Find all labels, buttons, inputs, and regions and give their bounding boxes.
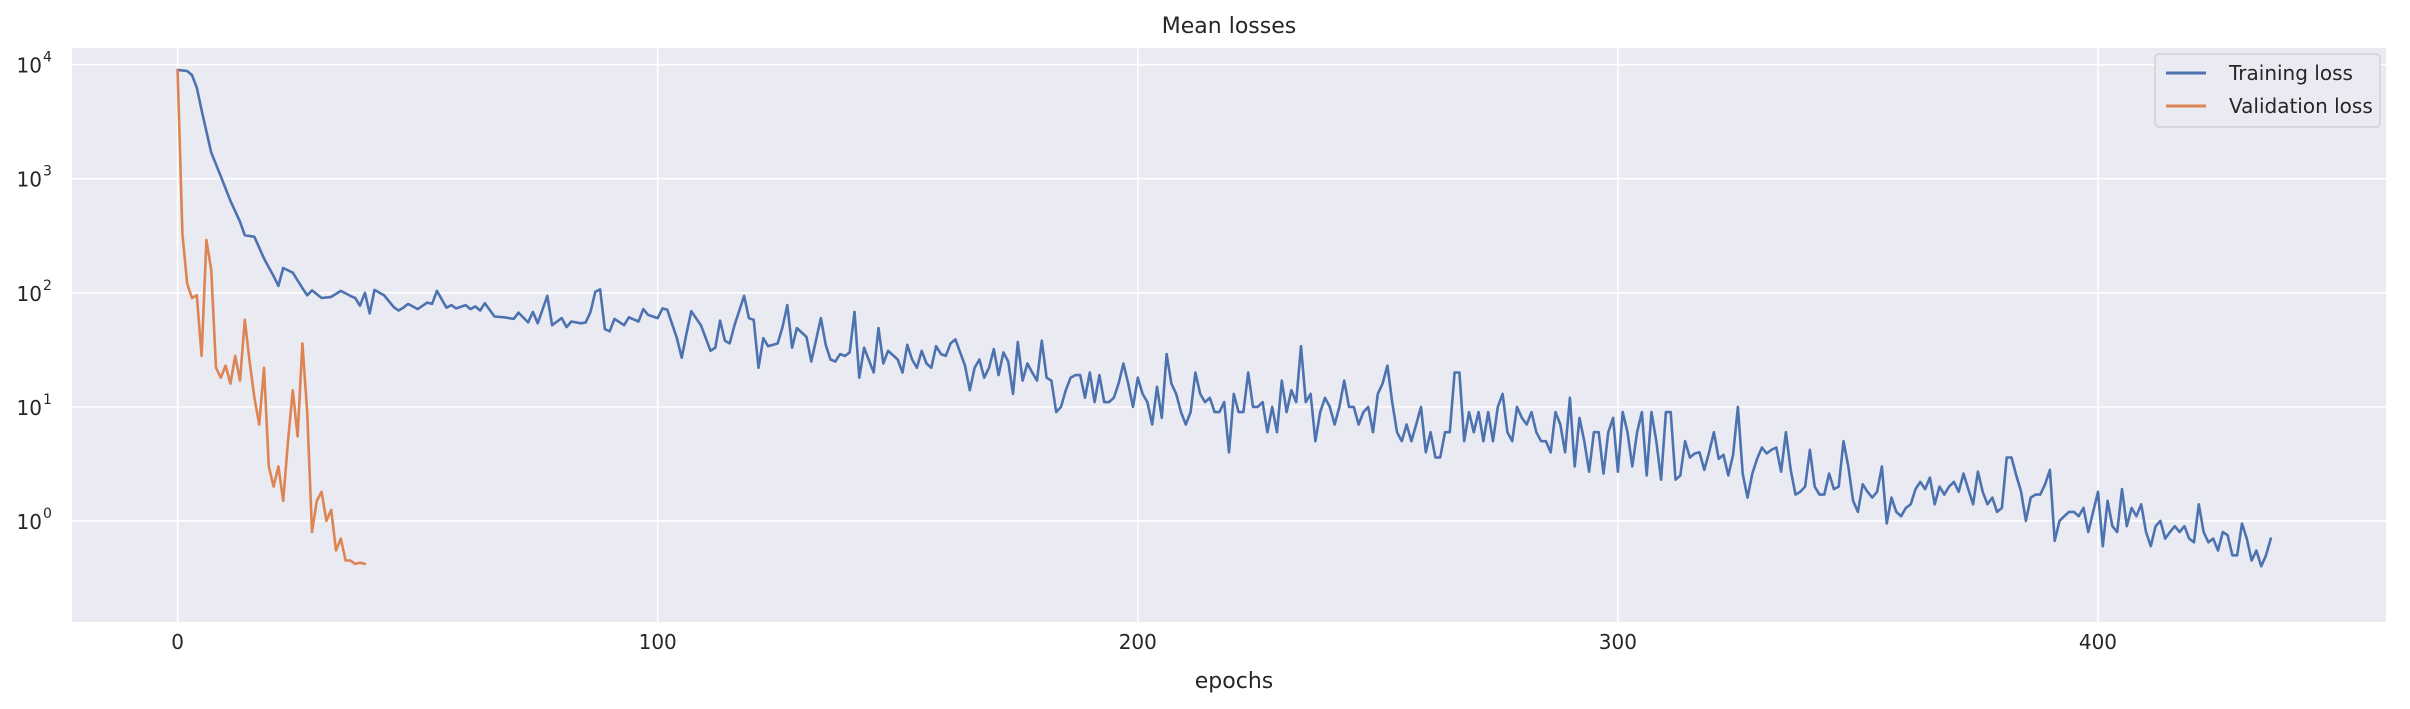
y-tick-exponent: 1 bbox=[43, 392, 52, 408]
legend-label-training-loss: Training loss bbox=[2228, 61, 2353, 85]
y-tick-label: 10 bbox=[17, 510, 42, 534]
series-line-training-loss bbox=[176, 68, 2273, 568]
grid bbox=[72, 48, 2386, 622]
legend: Training loss Validation loss bbox=[2154, 53, 2381, 128]
y-tick-exponent: 2 bbox=[43, 278, 52, 294]
series-line-validation-loss bbox=[176, 68, 367, 566]
x-axis-label: epochs bbox=[1195, 669, 1273, 694]
y-tick-label: 10 bbox=[17, 396, 42, 420]
x-axis-ticks: 0 100 200 300 400 bbox=[171, 630, 2117, 654]
plot-background bbox=[72, 48, 2386, 622]
y-tick-label: 10 bbox=[17, 168, 42, 192]
x-tick-label: 400 bbox=[2079, 630, 2117, 654]
y-tick-exponent: 3 bbox=[43, 164, 52, 180]
y-tick-label: 10 bbox=[17, 282, 42, 306]
x-tick-label: 0 bbox=[171, 630, 184, 654]
series-layer bbox=[176, 68, 2273, 568]
y-tick-exponent: 0 bbox=[43, 506, 52, 522]
legend-label-validation-loss: Validation loss bbox=[2229, 94, 2373, 118]
x-tick-label: 100 bbox=[639, 630, 677, 654]
x-tick-label: 200 bbox=[1119, 630, 1157, 654]
y-tick-label: 10 bbox=[17, 54, 42, 78]
legend-box bbox=[2154, 53, 2381, 128]
x-tick-label: 300 bbox=[1599, 630, 1637, 654]
y-tick-exponent: 4 bbox=[43, 50, 52, 66]
chart-title: Mean losses bbox=[1162, 14, 1296, 39]
